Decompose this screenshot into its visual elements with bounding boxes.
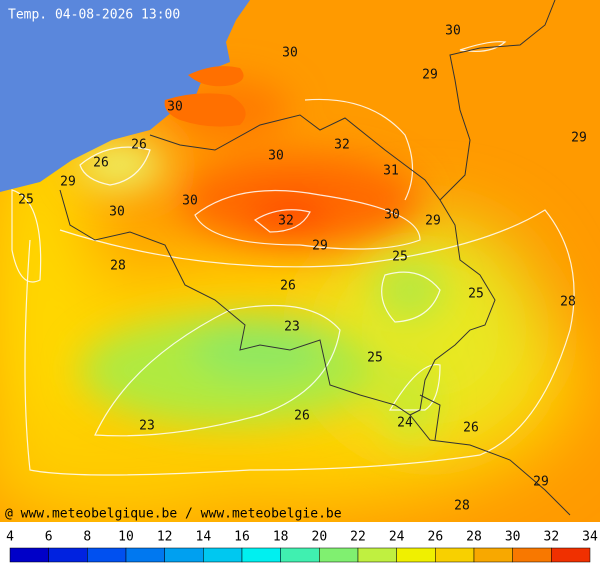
legend-tick-label: 26 [428,530,444,545]
legend-tick-label: 20 [312,530,328,545]
legend-tick-label: 16 [234,530,250,545]
map-labels: 30 30 29 30 29 26 26 30 32 31 29 25 30 30 32 30 29 29 25 28… [18,24,587,514]
legend-swatch [357,547,397,563]
temperature-label: 26 [93,156,109,171]
legend-tick-label: 24 [389,530,405,545]
temperature-label: 25 [392,250,408,265]
legend-tick-label: 22 [350,530,366,545]
temperature-label: 26 [294,409,310,424]
temperature-label: 28 [560,295,576,310]
map-title: Temp. 04-08-2026 13:00 [8,8,180,23]
legend-swatch [87,547,127,563]
temperature-label: 29 [533,475,549,490]
temperature-label: 26 [131,138,147,153]
temperature-label: 32 [334,138,350,153]
temperature-field [0,0,600,522]
legend-swatch [125,547,165,563]
islands [164,66,246,127]
legend-tick-label: 28 [466,530,482,545]
legend-tick-label: 10 [118,530,134,545]
credit: @ www.meteobelgique.be / www.meteobelgie… [5,507,342,522]
legend-swatch [203,547,243,563]
legend-tick-label: 4 [6,530,14,545]
sea [0,0,250,192]
legend-swatch [9,547,49,563]
legend-swatch [396,547,436,563]
temperature-label: 28 [454,499,470,514]
temperature-label: 31 [383,164,399,179]
temperature-label: 25 [18,193,34,208]
legend-tick-label: 6 [45,530,53,545]
legend-swatch [512,547,552,563]
temperature-label: 25 [367,351,383,366]
borders [59,0,571,516]
color-legend: 4 6 8 10 12 14 16 18 20 22 24 26 28 30 32 34 [6,530,598,563]
temperature-label: 29 [425,214,441,229]
temperature-label: 30 [384,208,400,223]
legend-tick-label: 8 [83,530,91,545]
legend-tick-label: 30 [505,530,521,545]
temperature-label: 30 [167,100,183,115]
temperature-label: 29 [60,175,76,190]
legend-swatch [164,547,204,563]
legend-swatch [435,547,475,563]
temperature-label: 26 [463,421,479,436]
legend-tick-label: 12 [157,530,173,545]
temperature-label: 26 [280,279,296,294]
temperature-label: 28 [110,259,126,274]
temperature-label: 30 [109,205,125,220]
legend-tick-label: 32 [544,530,560,545]
temperature-label: 29 [571,131,587,146]
legend-swatch [319,547,359,563]
temperature-label: 32 [278,214,294,229]
legend-swatch [473,547,513,563]
legend-tick-label: 14 [196,530,212,545]
legend-tick-label: 18 [273,530,289,545]
temperature-label: 30 [445,24,461,39]
temperature-label: 23 [139,419,155,434]
temperature-label: 29 [312,239,328,254]
legend-swatch [280,547,320,563]
temperature-label: 29 [422,68,438,83]
temperature-label: 24 [397,416,413,431]
temperature-label: 23 [284,320,300,335]
legend-swatch [241,547,281,563]
legend-swatch [551,547,591,563]
legend-swatch [48,547,88,563]
temperature-label: 30 [268,149,284,164]
legend-tick-label: 34 [582,530,598,545]
isotherms [11,41,575,476]
temperature-label: 30 [182,194,198,209]
temperature-label: 25 [468,287,484,302]
temperature-label: 30 [282,46,298,61]
